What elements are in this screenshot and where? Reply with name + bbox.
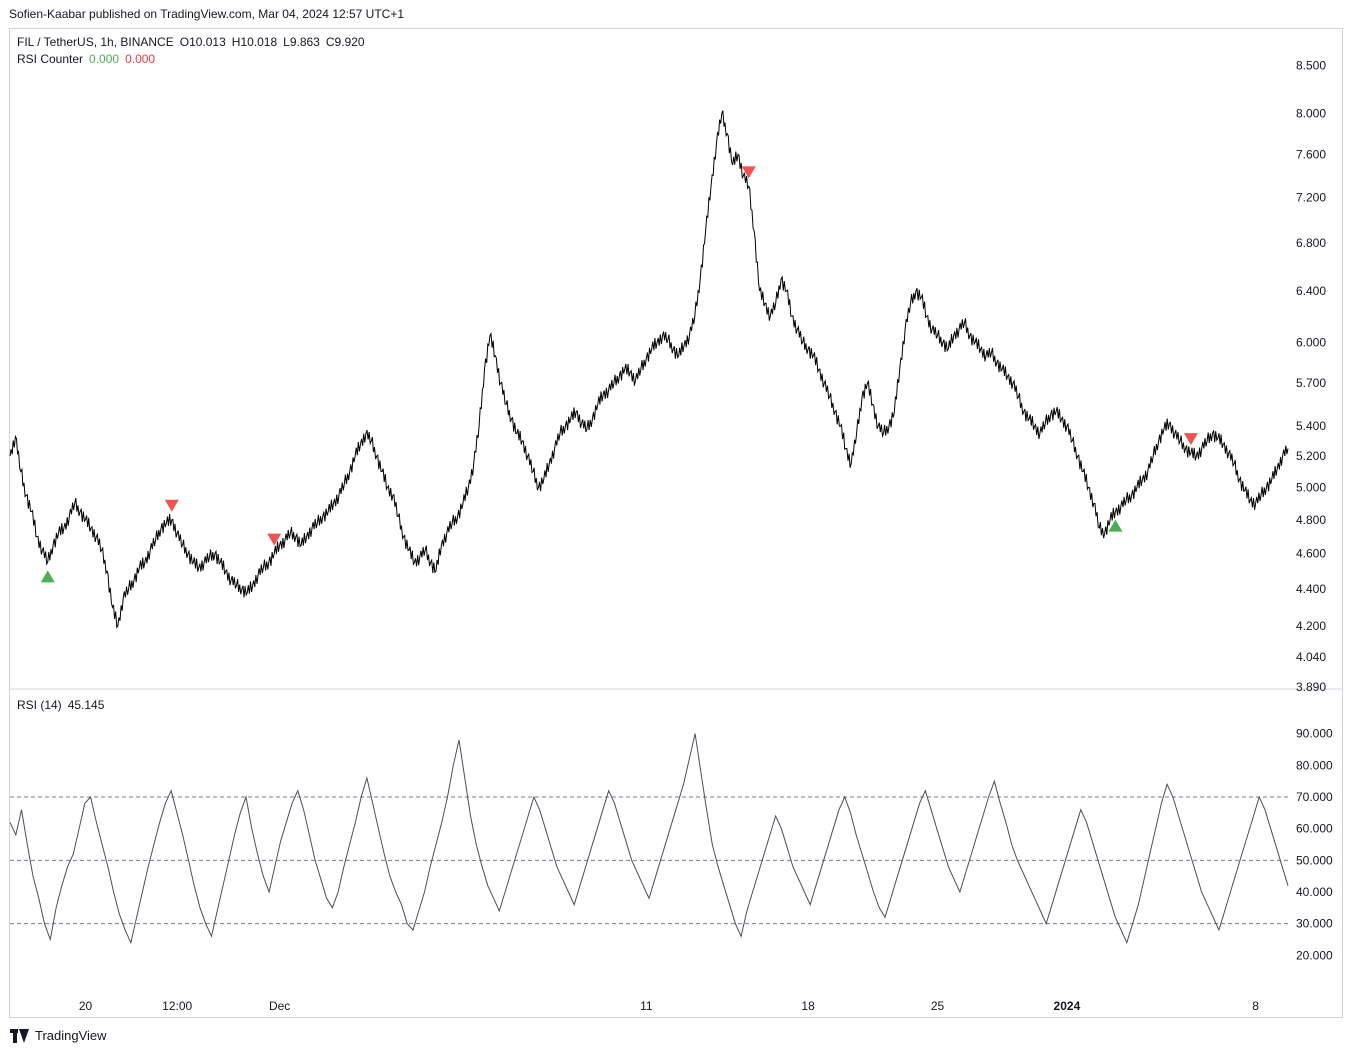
buy-marker — [40, 570, 55, 583]
published-caption: Sofien-Kaabar published on TradingView.c… — [9, 7, 405, 21]
open-value: O10.013 — [179, 35, 226, 49]
price-tick-label: 6.800 — [1296, 236, 1326, 250]
sell-marker — [1183, 433, 1198, 446]
close-value: C9.920 — [325, 35, 365, 49]
price-tick-label: 3.890 — [1296, 680, 1326, 694]
indicator-legend: RSI Counter 0.000 0.000 — [17, 52, 161, 66]
time-tick-label: 20 — [79, 999, 93, 1013]
time-tick-label: Dec — [269, 999, 290, 1013]
price-tick-label: 6.400 — [1296, 284, 1326, 298]
price-tick-label: 8.500 — [1296, 58, 1326, 72]
price-tick-label: 8.000 — [1296, 107, 1326, 121]
rsi-tick-label: 40.000 — [1296, 885, 1333, 899]
price-tick-label: 4.800 — [1296, 513, 1326, 527]
price-tick-label: 7.200 — [1296, 190, 1326, 204]
price-tick-label: 4.400 — [1296, 582, 1326, 596]
sell-marker — [164, 499, 179, 512]
price-tick-label: 6.000 — [1296, 335, 1326, 349]
buy-marker — [1108, 519, 1123, 532]
signal-markers — [40, 166, 1198, 583]
rsi-line — [9, 733, 1289, 945]
time-tick-label: 12:00 — [162, 999, 192, 1013]
time-tick-label: 18 — [801, 999, 815, 1013]
indicator-value-2: 0.000 — [125, 52, 156, 66]
price-tick-label: 7.600 — [1296, 147, 1326, 161]
price-tick-label: 5.700 — [1296, 376, 1326, 390]
price-axis: 8.500 8.000 7.600 7.200 6.800 6.400 6.000 5.700… — [1296, 58, 1326, 694]
rsi-label[interactable]: RSI (14) — [17, 698, 62, 712]
brand-label: TradingView — [35, 1028, 107, 1043]
footer-brand[interactable]: TradingView — [10, 1028, 107, 1043]
rsi-value: 45.145 — [67, 698, 105, 712]
price-line — [9, 110, 1289, 629]
price-tick-label: 4.040 — [1296, 650, 1326, 664]
tradingview-logo-icon — [10, 1028, 30, 1043]
rsi-guides — [10, 796, 1288, 925]
sell-marker — [741, 166, 756, 179]
price-tick-label: 4.600 — [1296, 547, 1326, 561]
price-tick-label: 5.000 — [1296, 480, 1326, 494]
indicator-value-1: 0.000 — [89, 52, 120, 66]
low-value: L9.863 — [283, 35, 320, 49]
rsi-tick-label: 20.000 — [1296, 948, 1333, 962]
rsi-axis: 90.000 80.000 70.000 60.000 50.000 40.000 30.0… — [1296, 727, 1333, 963]
price-tick-label: 4.200 — [1296, 619, 1326, 633]
rsi-tick-label: 60.000 — [1296, 822, 1333, 836]
rsi-tick-label: 70.000 — [1296, 790, 1333, 804]
main-legend: FIL / TetherUS, 1h, BINANCE O10.013 H10.01… — [17, 35, 371, 49]
price-tick-label: 5.400 — [1296, 419, 1326, 433]
rsi-tick-label: 30.000 — [1296, 917, 1333, 931]
price-tick-label: 5.200 — [1296, 449, 1326, 463]
rsi-legend: RSI (14) 45.145 — [17, 698, 110, 712]
time-tick-label: 2024 — [1054, 999, 1081, 1013]
chart-frame[interactable] — [9, 28, 1343, 1018]
rsi-tick-label: 80.000 — [1296, 758, 1333, 772]
time-tick-label: 8 — [1252, 999, 1259, 1013]
rsi-tick-label: 90.000 — [1296, 727, 1333, 741]
rsi-tick-label: 50.000 — [1296, 853, 1333, 867]
sell-marker — [267, 533, 282, 546]
indicator-name[interactable]: RSI Counter — [17, 52, 84, 66]
high-value: H10.018 — [231, 35, 278, 49]
time-tick-label: 25 — [931, 999, 945, 1013]
time-tick-label: 11 — [640, 999, 653, 1013]
symbol-label[interactable]: FIL / TetherUS, 1h, BINANCE — [17, 35, 174, 49]
